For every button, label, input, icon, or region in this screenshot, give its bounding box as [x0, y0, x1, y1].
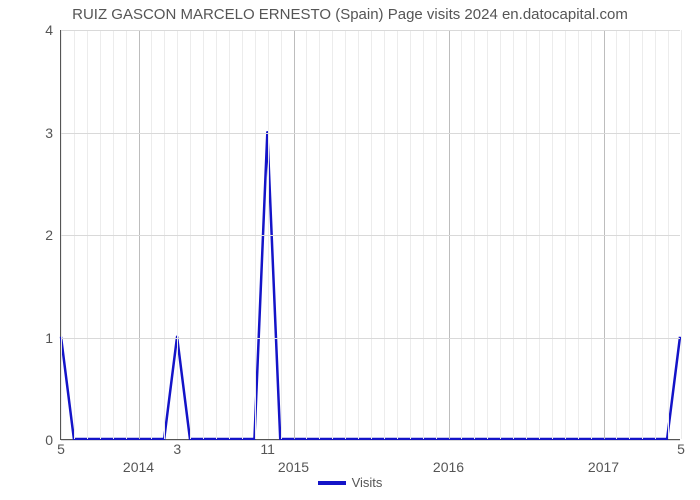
x-axis-year-label: 2016: [433, 459, 464, 475]
gridline-horizontal: [61, 235, 680, 236]
legend-swatch: [318, 481, 346, 485]
gridline-horizontal: [61, 440, 680, 441]
y-axis-tick-label: 3: [45, 125, 53, 141]
gridline-vertical: [681, 30, 682, 439]
x-axis-year-label: 2014: [123, 459, 154, 475]
y-axis-tick-label: 2: [45, 227, 53, 243]
y-axis-tick-label: 4: [45, 22, 53, 38]
value-label: 5: [57, 441, 65, 457]
chart-container: RUIZ GASCON MARCELO ERNESTO (Spain) Page…: [0, 0, 700, 500]
chart-title: RUIZ GASCON MARCELO ERNESTO (Spain) Page…: [0, 6, 700, 23]
value-label: 3: [173, 441, 181, 457]
legend: Visits: [0, 474, 700, 490]
plot-area: 20142015201620170123453115: [60, 30, 680, 440]
x-axis-year-label: 2017: [588, 459, 619, 475]
y-axis-tick-label: 0: [45, 432, 53, 448]
gridline-horizontal: [61, 30, 680, 31]
legend-label: Visits: [352, 475, 383, 490]
value-label: 5: [677, 441, 685, 457]
x-axis-year-label: 2015: [278, 459, 309, 475]
value-label: 11: [260, 441, 275, 457]
gridline-horizontal: [61, 133, 680, 134]
gridline-horizontal: [61, 338, 680, 339]
y-axis-tick-label: 1: [45, 330, 53, 346]
